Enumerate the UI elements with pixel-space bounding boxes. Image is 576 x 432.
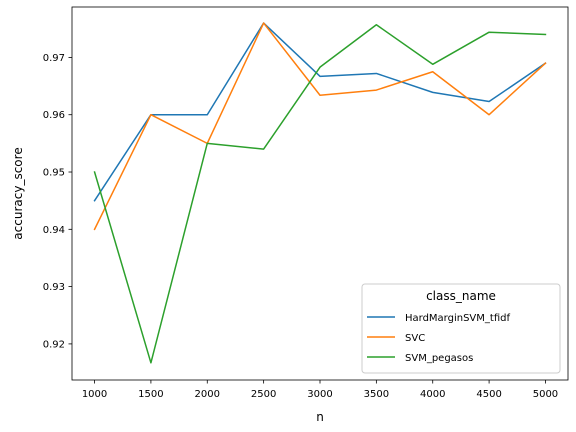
y-tick-label: 0.96 <box>43 110 65 121</box>
x-axis: 1000 1500 2000 2500 3000 3500 4000 4500 5000 <box>82 380 558 400</box>
x-tick-label: 4000 <box>420 389 445 400</box>
y-tick-label: 0.97 <box>43 53 65 64</box>
legend-title: class_name <box>426 289 496 303</box>
legend-label-1: SVC <box>405 333 425 344</box>
series-line-2 <box>93 24 547 364</box>
y-tick-label: 0.93 <box>43 282 65 293</box>
series-line-0 <box>93 22 547 202</box>
x-tick-label: 1000 <box>82 389 107 400</box>
y-tick-label: 0.95 <box>43 168 65 179</box>
x-tick-label: 1500 <box>138 389 163 400</box>
y-tick-label: 0.92 <box>43 339 65 350</box>
series-layer <box>93 22 547 364</box>
x-axis-label: n <box>316 410 324 424</box>
legend-label-2: SVM_pegasos <box>405 353 473 364</box>
legend-label-0: HardMarginSVM_tfidf <box>405 313 510 324</box>
legend-box <box>361 283 561 374</box>
y-tick-label: 0.94 <box>43 225 65 236</box>
x-tick-label: 2500 <box>251 389 276 400</box>
x-tick-label: 3500 <box>364 389 389 400</box>
legend: class_name HardMarginSVM_tfidf SVC SVM_peg… <box>361 283 561 374</box>
x-tick-label: 5000 <box>533 389 558 400</box>
y-axis-label: accuracy_score <box>11 147 25 239</box>
series-line-1 <box>93 22 547 231</box>
x-tick-label: 4500 <box>476 389 501 400</box>
y-axis: 0.92 0.93 0.94 0.95 0.96 0.97 <box>43 53 72 350</box>
x-tick-label: 3000 <box>307 389 332 400</box>
x-tick-label: 2000 <box>195 389 220 400</box>
